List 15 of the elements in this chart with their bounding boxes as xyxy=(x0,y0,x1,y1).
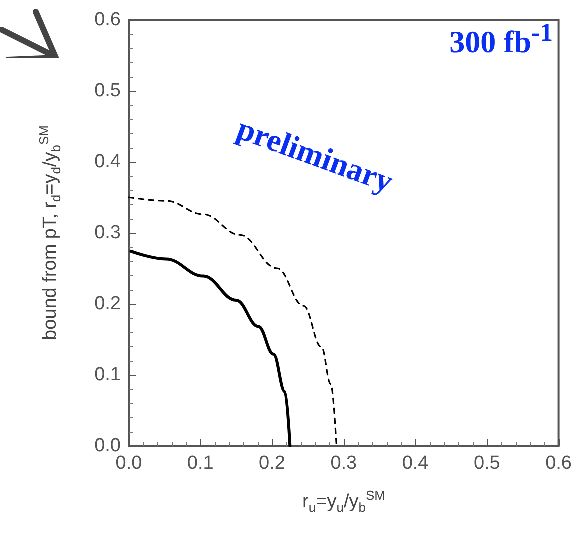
y-tick-label: 0.6 xyxy=(94,10,121,30)
annotation: 300 fb$^{-1}$ xyxy=(450,18,553,60)
x-tick-label: 0.6 xyxy=(546,453,572,474)
x-tick-label: 0.4 xyxy=(402,453,430,474)
line-series xyxy=(128,196,338,447)
x-tick-label: 0.2 xyxy=(259,453,286,474)
y-tick-label: 0.4 xyxy=(94,152,122,172)
x-tick-label: 0.5 xyxy=(474,453,500,474)
y-tick-label: 0.3 xyxy=(94,222,121,244)
x-tick-label: 0.3 xyxy=(330,453,358,474)
y-tick-label: 0.5 xyxy=(94,80,121,102)
line-series xyxy=(130,250,292,448)
x-tick-label: 0.1 xyxy=(187,453,214,474)
y-tick-label: 0.2 xyxy=(94,294,121,314)
y-tick-label: 0.1 xyxy=(94,364,121,386)
